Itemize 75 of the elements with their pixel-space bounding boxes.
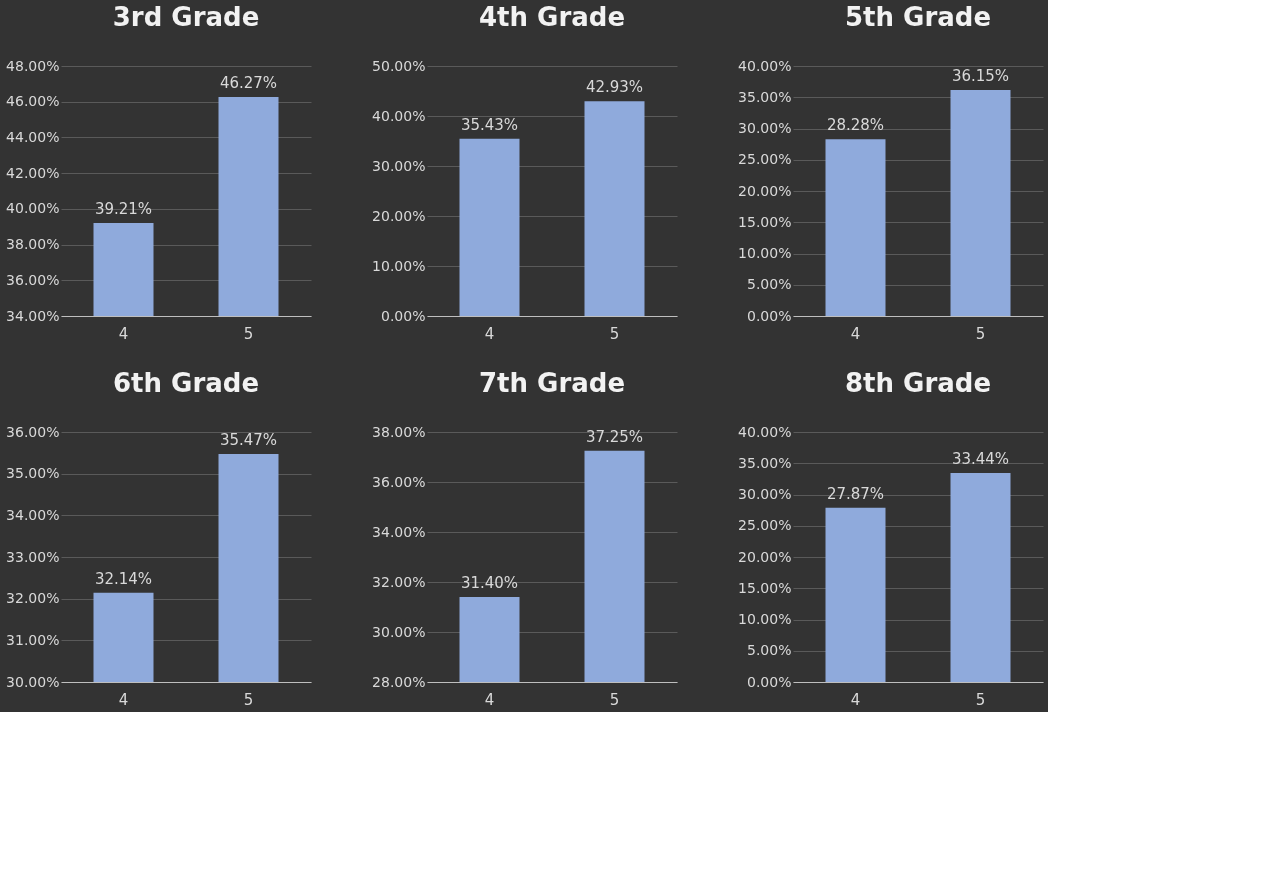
chart-title: 7th Grade [478,368,626,398]
y-tick-label: 0.00% [747,307,792,324]
data-label: 27.87% [826,484,885,503]
data-label: 28.28% [826,116,885,135]
y-tick-label: 32.00% [6,590,60,607]
y-tick-label: 34.00% [6,307,60,324]
x-tick-label: 4 [850,324,861,343]
y-tick-label: 25.00% [738,151,792,168]
y-tick-label: 48.00% [6,57,60,74]
x-tick-label: 5 [243,324,254,343]
y-tick-label: 35.00% [6,465,60,482]
y-tick-label: 40.00% [738,57,792,74]
x-tick-label: 5 [609,690,620,709]
data-label: 37.25% [585,427,644,446]
data-label: 36.15% [951,67,1010,86]
y-tick-label: 5.00% [747,276,792,293]
y-tick-label: 0.00% [381,307,426,324]
y-tick-label: 32.00% [372,573,426,590]
y-tick-label: 0.00% [747,673,792,690]
y-tick-label: 35.00% [738,88,792,105]
y-tick-label: 34.00% [6,506,60,523]
y-tick-label: 20.00% [738,182,792,199]
y-tick-label: 34.00% [372,523,426,540]
y-tick-label: 40.00% [372,107,426,124]
x-tick-label: 4 [850,690,861,709]
y-tick-label: 5.00% [747,642,792,659]
data-label: 35.47% [219,431,278,450]
x-tick-label: 5 [975,690,986,709]
data-label: 39.21% [94,199,153,218]
x-tick-label: 4 [118,690,129,709]
chart-title: 3rd Grade [112,2,260,32]
y-tick-label: 30.00% [738,486,792,502]
chart-title: 5th Grade [844,2,992,32]
y-tick-label: 36.00% [372,473,426,490]
y-tick-label: 46.00% [6,93,60,110]
x-tick-label: 4 [484,324,495,343]
y-tick-label: 10.00% [738,611,792,627]
chart-title: 8th Grade [844,368,992,398]
x-tick-label: 4 [118,324,129,343]
y-tick-label: 10.00% [738,245,792,261]
y-tick-label: 38.00% [372,423,426,440]
y-tick-label: 31.00% [6,631,60,648]
data-label: 33.44% [951,450,1010,468]
data-label: 46.27% [219,73,278,92]
chart-title: 4th Grade [478,2,626,32]
y-tick-label: 30.00% [372,623,426,640]
y-tick-label: 15.00% [738,579,792,596]
x-tick-label: 5 [609,324,620,343]
x-tick-label: 5 [243,690,254,709]
y-tick-label: 50.00% [372,57,426,74]
y-tick-label: 35.00% [738,454,792,471]
y-tick-label: 20.00% [372,207,426,224]
y-tick-label: 20.00% [738,548,792,565]
data-label: 42.93% [585,78,644,97]
y-tick-label: 33.00% [6,548,60,565]
y-tick-label: 30.00% [372,157,426,174]
y-tick-label: 15.00% [738,213,792,230]
y-tick-label: 30.00% [6,673,60,690]
y-tick-label: 36.00% [6,423,60,440]
y-tick-label: 38.00% [6,236,60,253]
y-tick-label: 30.00% [738,120,792,136]
y-tick-label: 25.00% [738,517,792,534]
y-tick-label: 36.00% [6,271,60,288]
chart-title: 6th Grade [112,368,260,398]
y-tick-label: 44.00% [6,128,60,145]
data-label: 31.40% [460,574,519,592]
x-tick-label: 4 [484,690,495,709]
y-tick-label: 10.00% [372,257,426,274]
y-tick-label: 40.00% [738,423,792,440]
y-tick-label: 42.00% [6,164,60,181]
x-tick-label: 5 [975,324,986,343]
data-label: 32.14% [94,569,153,588]
y-tick-label: 28.00% [372,673,426,690]
y-tick-label: 40.00% [6,200,60,217]
data-label: 35.43% [460,115,519,134]
